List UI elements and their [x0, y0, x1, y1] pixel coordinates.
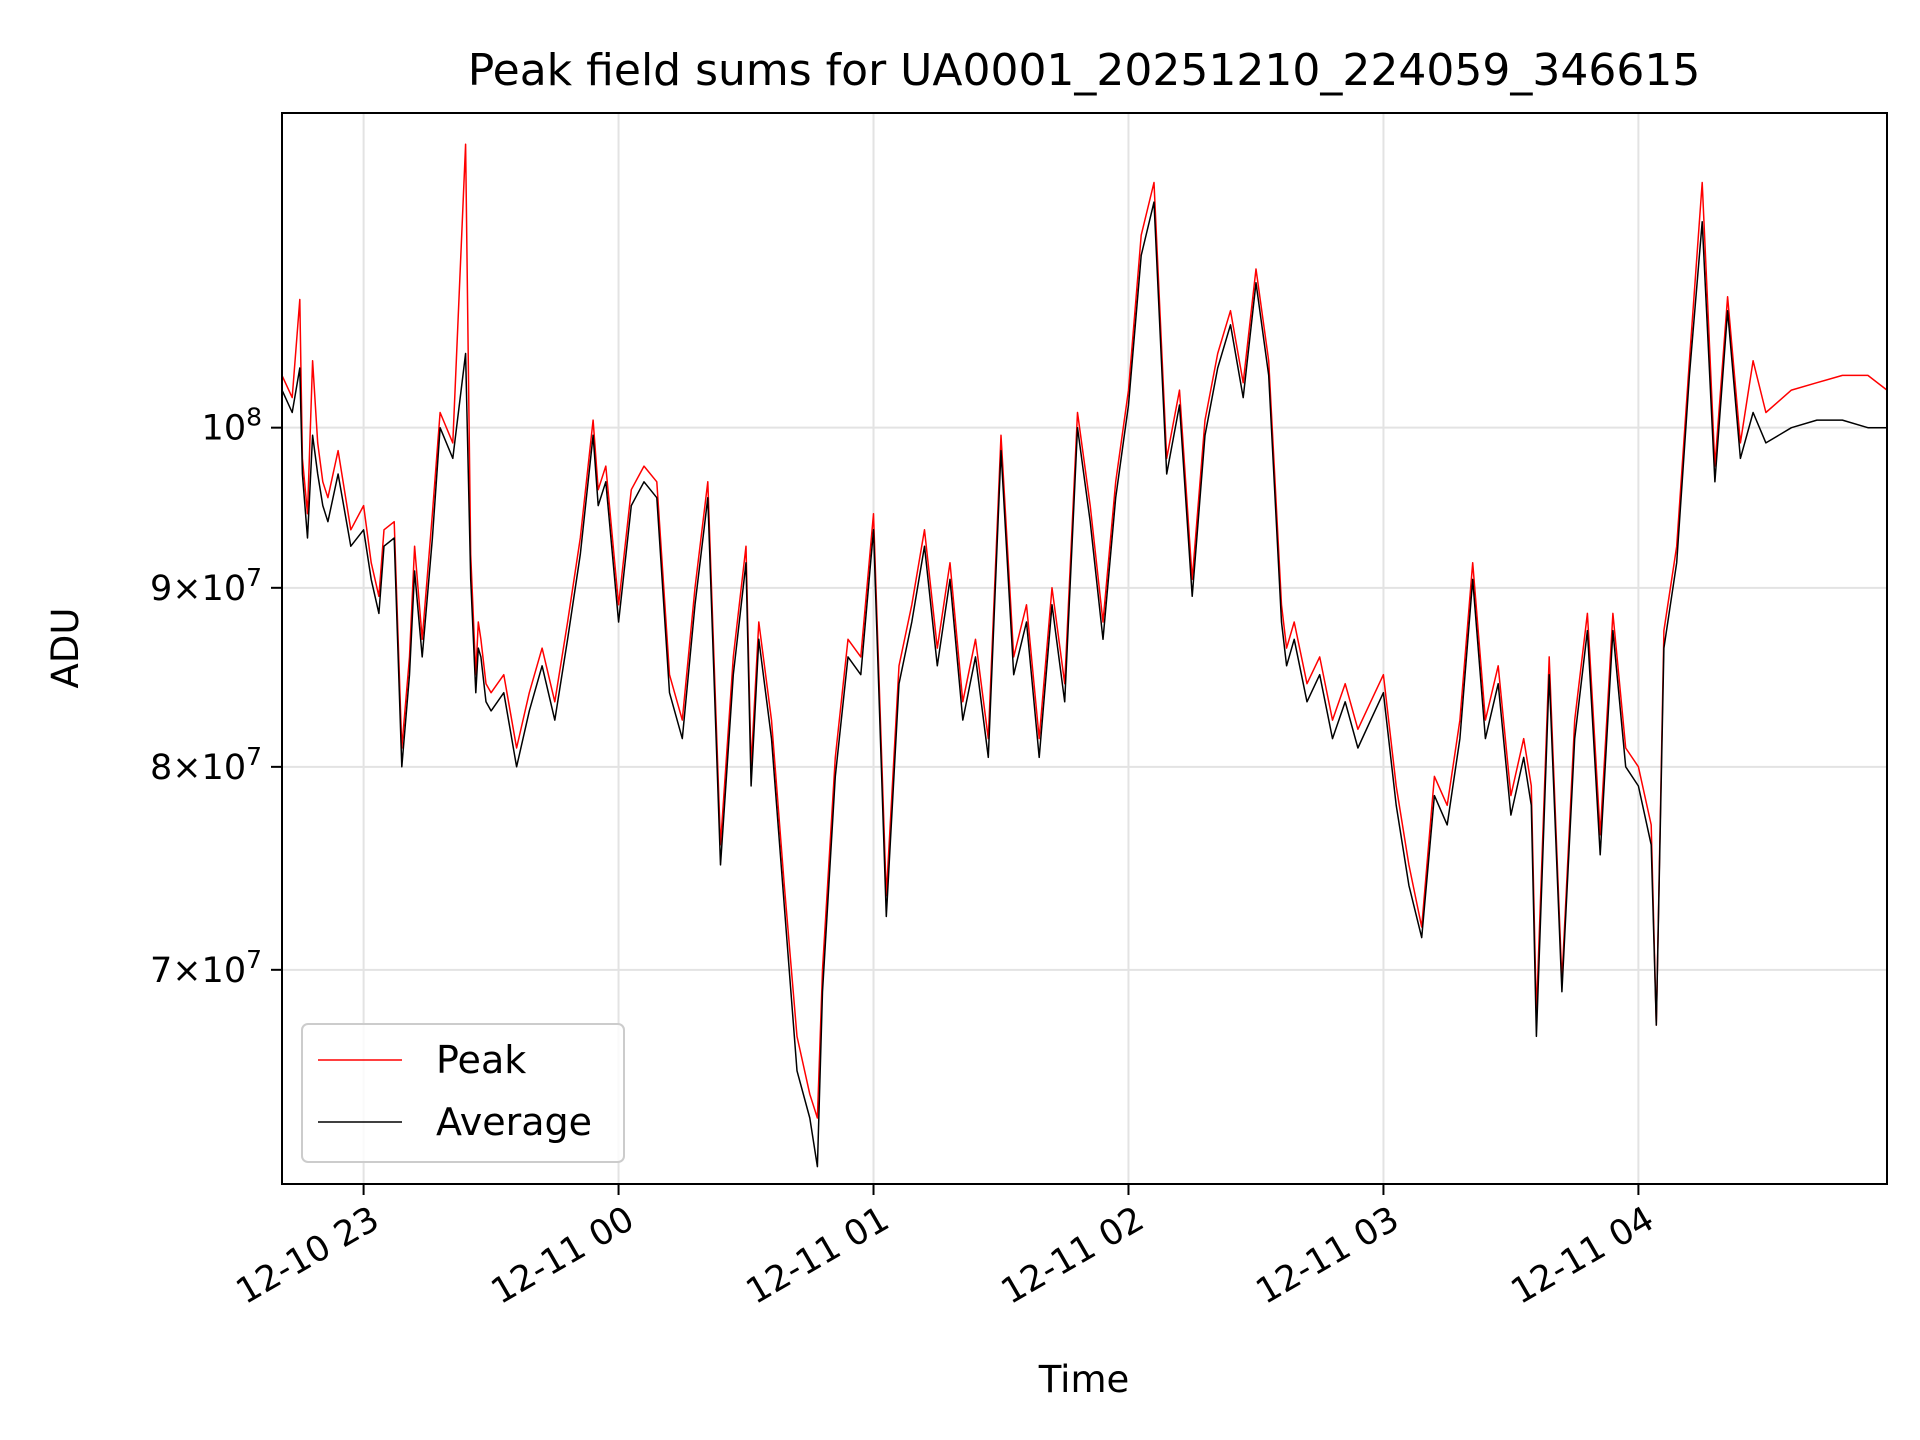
x-axis-title: Time [1038, 1358, 1130, 1401]
legend-box [301, 1023, 625, 1163]
plot-area [282, 113, 1887, 1184]
grid [282, 113, 1887, 1184]
y-tick-label: 108 [202, 403, 262, 449]
series-layer [282, 143, 1887, 1168]
y-tick-label: 9×107 [150, 563, 262, 609]
legend: Peak Average [301, 1023, 625, 1163]
y-tick-label: 7×107 [150, 945, 262, 991]
y-axis: 7×107 8×107 9×107 108 [150, 403, 282, 991]
y-tick-label: 8×107 [150, 742, 262, 788]
plot-frame [281, 112, 1888, 1185]
y-axis-title: ADU [44, 608, 87, 689]
series-line-average [282, 201, 1887, 1168]
chart-title: Peak field sums for UA0001_20251210_2240… [468, 45, 1701, 96]
legend-label-average: Average [436, 1100, 592, 1144]
legend-label-peak: Peak [436, 1038, 526, 1082]
